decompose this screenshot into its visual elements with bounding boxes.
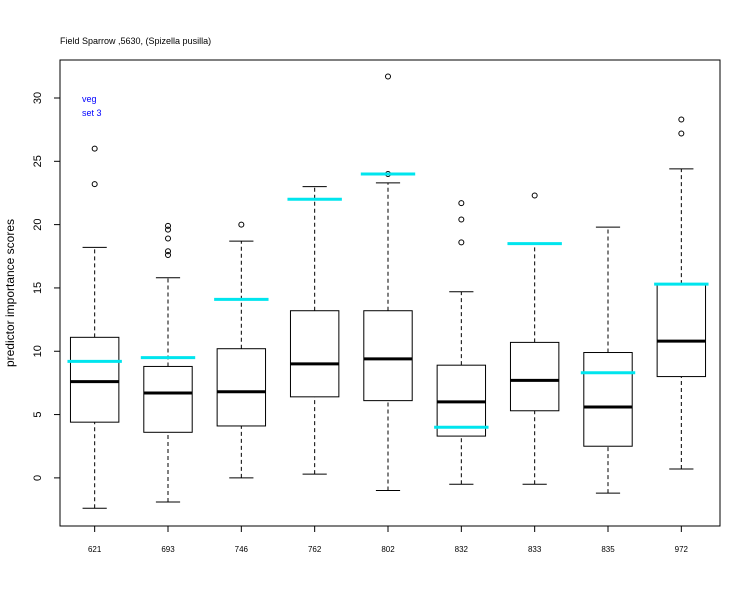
iqr-box-621 — [69, 336, 120, 423]
plot-frame — [59, 59, 721, 527]
y-tick-label-10: 10 — [32, 345, 44, 357]
outlier-802-1 — [385, 73, 391, 80]
box-762 — [287, 186, 342, 475]
outlier-972-0 — [678, 130, 685, 137]
outlier-693-2 — [165, 235, 171, 242]
box-833 — [507, 192, 562, 485]
iqr-box-802 — [363, 310, 413, 402]
outlier-832-0 — [458, 239, 465, 246]
y-tick-label-5: 5 — [32, 412, 44, 418]
outlier-972-1 — [678, 116, 685, 123]
box-621 — [67, 145, 122, 509]
outlier-621-1 — [91, 145, 98, 152]
y-tick-label-20: 20 — [32, 218, 44, 230]
y-axis: 0 5 10 15 20 25 30 — [32, 92, 60, 481]
outlier-621-0 — [91, 181, 98, 188]
x-tick-label-762: 762 — [308, 545, 322, 554]
boxes-layer — [67, 73, 709, 509]
outlier-693-3 — [165, 226, 171, 233]
y-tick-label-15: 15 — [32, 282, 44, 294]
x-tick-label-621: 621 — [88, 545, 102, 554]
box-835 — [580, 226, 636, 494]
y-tick-label-0: 0 — [32, 475, 44, 481]
chart-title: Field Sparrow ,5630, (Spizella pusilla) — [60, 36, 212, 46]
x-tick-label-832: 832 — [455, 545, 469, 554]
box-972 — [654, 116, 709, 470]
iqr-box-746 — [216, 348, 267, 427]
y-axis-label: predictor importance scores — [3, 219, 17, 367]
box-832 — [434, 200, 489, 485]
outlier-693-0 — [165, 252, 171, 259]
iqr-box-972 — [656, 283, 707, 378]
box-746 — [214, 221, 269, 479]
x-axis: 621 693 746 762 802 832 833 835 972 — [88, 526, 689, 554]
outlier-693-4 — [165, 222, 171, 229]
x-tick-label-835: 835 — [601, 545, 615, 554]
outlier-693-1 — [165, 248, 171, 255]
iqr-box-833 — [509, 341, 560, 412]
iqr-box-835 — [583, 352, 633, 447]
x-tick-label-802: 802 — [381, 545, 395, 554]
iqr-box-693 — [143, 365, 193, 433]
annotation-veg: veg — [82, 94, 97, 104]
y-tick-label-30: 30 — [32, 92, 44, 104]
x-tick-label-746: 746 — [235, 545, 249, 554]
x-tick-label-972: 972 — [675, 545, 689, 554]
y-tick-label-25: 25 — [32, 155, 44, 167]
iqr-box-762 — [289, 310, 340, 398]
outlier-832-2 — [458, 200, 465, 207]
outlier-832-1 — [458, 216, 465, 223]
outlier-833-0 — [531, 192, 538, 199]
annotation-set-3: set 3 — [82, 108, 102, 118]
x-tick-label-693: 693 — [161, 545, 175, 554]
box-802 — [360, 73, 416, 492]
box-693 — [140, 222, 196, 503]
x-tick-label-833: 833 — [528, 545, 542, 554]
outlier-746-0 — [238, 221, 245, 228]
